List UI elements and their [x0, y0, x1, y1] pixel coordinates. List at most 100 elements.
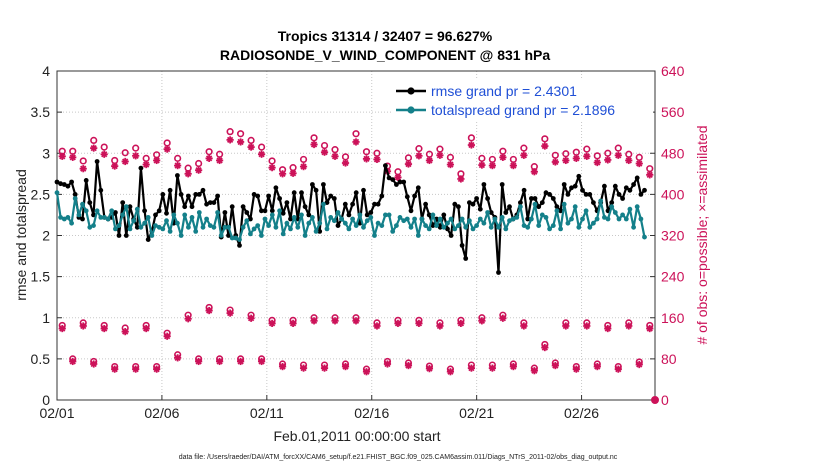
totalspread-point	[244, 218, 250, 224]
obs-assimilated-marker	[121, 328, 129, 336]
totalspread-point	[634, 204, 640, 210]
rmse-point	[273, 185, 279, 191]
obs-assimilated-marker	[299, 163, 308, 171]
rmse-point	[277, 196, 282, 201]
totalspread-point	[335, 210, 341, 215]
y2-tick-label: 560	[661, 104, 685, 120]
rmse-point	[576, 173, 582, 179]
obs-star-stroke	[342, 159, 349, 167]
obs-possible-marker	[488, 155, 496, 164]
obs-assimilated-marker	[310, 317, 318, 325]
obs-assimilated-marker	[100, 324, 108, 333]
rmse-point	[521, 187, 527, 193]
rmse-point	[310, 182, 315, 187]
obs-star-stroke	[216, 157, 223, 164]
obs-star-stroke	[447, 161, 454, 168]
rmse-point	[580, 187, 585, 193]
totalspread-point	[539, 212, 545, 218]
obs-star-stroke	[164, 333, 171, 340]
obs-star-stroke	[594, 363, 601, 370]
totalspread-point	[178, 233, 184, 238]
obs-star-stroke	[541, 344, 548, 351]
obs-star-stroke	[342, 363, 349, 370]
obs-star-stroke	[352, 138, 360, 146]
obs-star-stroke	[478, 161, 486, 169]
totalspread-point	[291, 215, 297, 220]
obs-star-stroke	[583, 322, 590, 330]
obs-assimilated-marker	[394, 173, 402, 182]
obs-possible-marker	[226, 128, 234, 136]
obs-star-stroke	[405, 160, 412, 168]
obs-assimilated-marker	[310, 140, 318, 149]
rmse-point	[299, 190, 304, 196]
obs-assimilated-marker	[69, 153, 77, 161]
obs-assimilated-marker	[289, 319, 297, 328]
rmse-point	[189, 204, 195, 210]
totalspread-point	[167, 229, 173, 234]
obs-assimilated-marker	[278, 362, 287, 371]
obs-assimilated-marker	[331, 152, 339, 160]
totalspread-point	[543, 215, 549, 220]
totalspread-point	[306, 220, 312, 226]
totalspread-point	[525, 224, 531, 230]
obs-assimilated-marker	[383, 360, 392, 368]
obs-assimilated-marker	[404, 361, 413, 370]
obs-assimilated-marker	[90, 360, 98, 368]
totalspread-point	[612, 210, 618, 215]
totalspread-point	[390, 229, 396, 234]
obs-assimilated-marker	[111, 162, 119, 170]
y-tick-label: 2.5	[31, 186, 51, 202]
chart-title-line1: Tropics 31314 / 32407 = 96.627%	[278, 28, 493, 44]
obs-star-stroke	[132, 365, 139, 373]
totalspread-point	[364, 218, 370, 224]
rmse-point	[215, 193, 221, 199]
rmse-point	[496, 270, 501, 275]
obs-star-stroke	[510, 162, 517, 169]
totalspread-point	[255, 223, 261, 229]
y2-tick-label: 160	[661, 310, 685, 326]
obs-star-stroke	[153, 157, 160, 164]
totalspread-point	[448, 216, 454, 222]
rmse-point	[72, 192, 78, 197]
obs-star-stroke	[457, 175, 465, 183]
obs-star-stroke	[268, 320, 276, 327]
obs-assimilated-marker	[216, 357, 224, 366]
obs-assimilated-marker	[541, 343, 549, 352]
legend: rmse grand pr = 2.4301 totalspread grand…	[391, 79, 653, 121]
obs-assimilated-marker	[184, 315, 192, 323]
totalspread-point	[127, 226, 133, 232]
obs-assimilated-marker	[415, 152, 423, 160]
rmse-point	[302, 204, 308, 210]
totalspread-point	[616, 216, 622, 222]
totalspread-point	[408, 224, 414, 230]
rmse-point	[321, 182, 326, 187]
rmse-point	[61, 182, 67, 187]
rmse-point	[134, 224, 140, 230]
totalspread-point	[569, 216, 574, 222]
obs-possible-marker	[257, 143, 266, 151]
y-tick-label: 3	[42, 145, 50, 161]
obs-star-stroke	[321, 364, 328, 372]
obs-assimilated-marker	[541, 142, 549, 150]
obs-possible-marker	[509, 155, 517, 164]
obs-star-stroke	[300, 364, 307, 372]
obs-possible-marker	[205, 148, 213, 156]
totalspread-point	[372, 233, 377, 238]
rmse-point	[525, 216, 531, 222]
totalspread-point	[204, 216, 210, 222]
obs-star-stroke	[583, 153, 590, 160]
totalspread-point	[313, 229, 319, 234]
totalspread-point	[328, 215, 334, 220]
obs-assimilated-marker	[121, 157, 129, 166]
obs-assimilated-marker	[530, 168, 538, 176]
obs-possible-marker	[268, 157, 276, 165]
obs-star-stroke	[415, 320, 423, 327]
totalspread-point	[83, 208, 89, 214]
obs-assimilated-marker	[551, 361, 559, 370]
obs-star-stroke	[247, 315, 255, 322]
totalspread-point	[331, 218, 337, 224]
totalspread-point	[58, 215, 63, 220]
totalspread-point	[423, 223, 428, 229]
obs-assimilated-marker	[446, 160, 455, 169]
obs-assimilated-marker	[572, 154, 580, 162]
